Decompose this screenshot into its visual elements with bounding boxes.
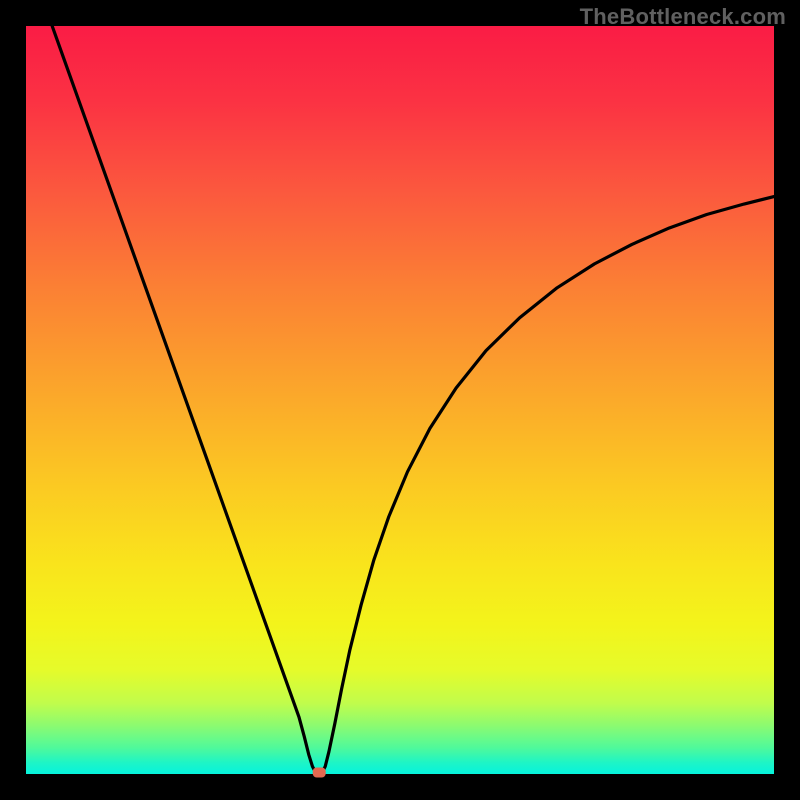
watermark-text: TheBottleneck.com (580, 4, 786, 30)
plot-background (26, 26, 774, 774)
bottleneck-chart (0, 0, 800, 800)
optimum-marker (313, 768, 326, 778)
